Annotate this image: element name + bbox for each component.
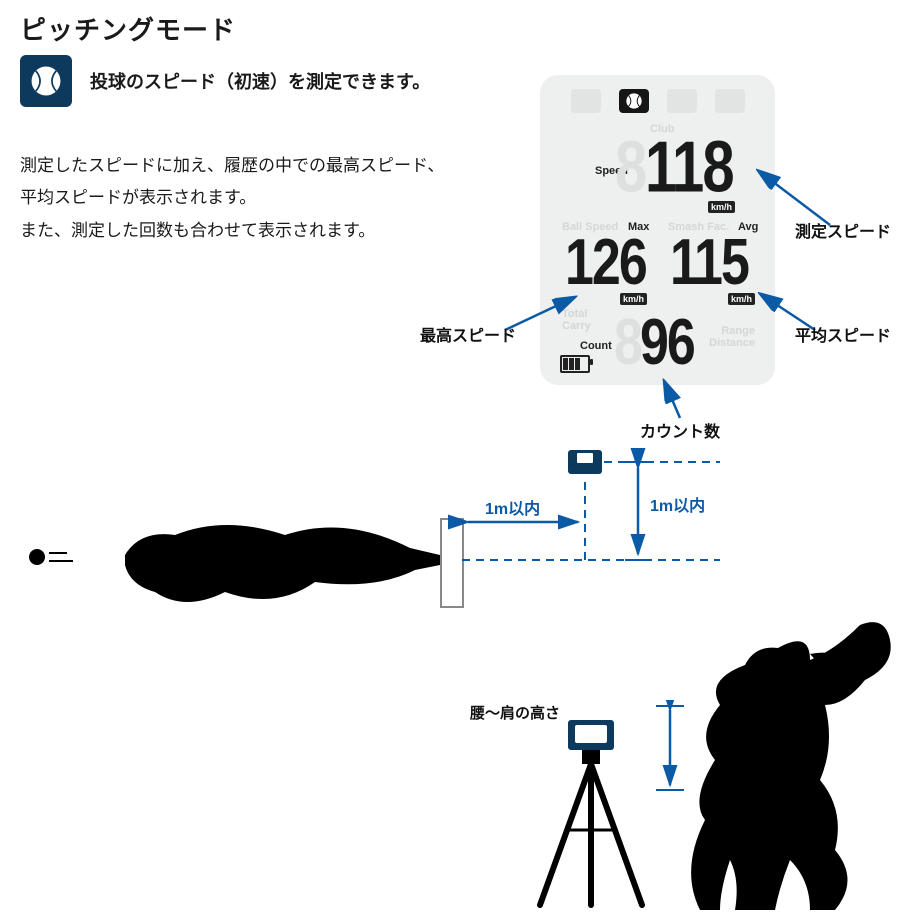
- height-label: 腰～肩の高さ: [470, 702, 560, 723]
- callout-arrows: [0, 0, 900, 430]
- dim-vertical-label: 1m以内: [650, 492, 705, 516]
- callout-max-speed: 最高スピード: [420, 322, 516, 346]
- callout-avg-speed: 平均スピード: [795, 322, 891, 346]
- dim-horizontal-label: 1m以内: [485, 495, 540, 519]
- height-dim: [640, 700, 700, 800]
- callout-count: カウント数: [640, 418, 720, 442]
- callout-measured-speed: 測定スピード: [795, 218, 891, 242]
- topview-guides: [0, 440, 900, 620]
- tripod-icon: [520, 720, 660, 910]
